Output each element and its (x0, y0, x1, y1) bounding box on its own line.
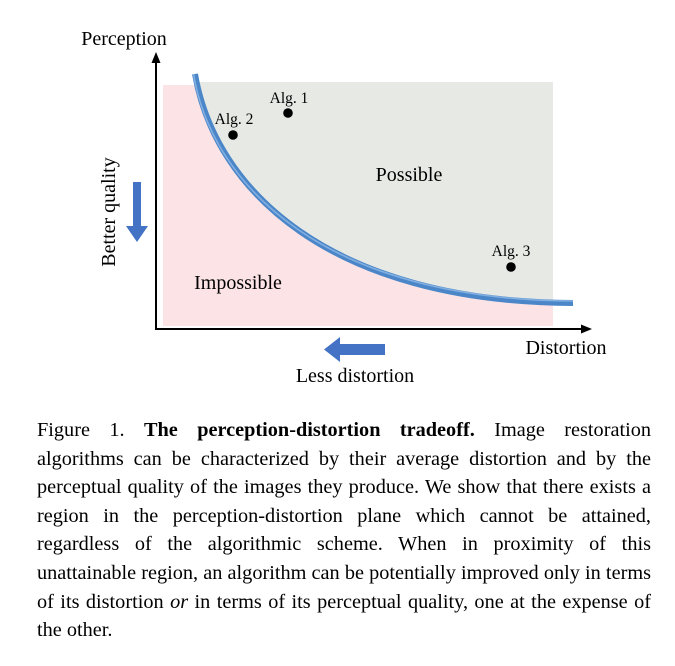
alg-3-label: Alg. 3 (492, 243, 531, 260)
alg-2-label: Alg. 2 (215, 111, 254, 128)
caption-figure-number: Figure 1. (37, 419, 125, 441)
less-distortion-arrow-icon (324, 337, 385, 362)
caption-body-part1: Image restoration algorithms can be char… (37, 419, 651, 613)
better-quality-label: Better quality (98, 157, 120, 266)
alg-1-point (283, 108, 293, 118)
x-axis-label: Distortion (525, 337, 606, 359)
caption-title: The perception-distortion tradeoff. (143, 419, 475, 441)
y-axis-arrowhead (151, 52, 161, 63)
alg-1-label: Alg. 1 (270, 90, 309, 107)
alg-2-point (228, 130, 238, 140)
y-axis-label: Perception (81, 28, 167, 50)
possible-region (195, 82, 553, 303)
figure-caption: Figure 1. The perception-distortion trad… (37, 416, 651, 645)
x-axis-arrowhead (581, 324, 592, 334)
possible-region-label: Possible (376, 164, 443, 186)
less-distortion-label: Less distortion (296, 365, 414, 387)
better-quality-arrow-icon (126, 182, 148, 242)
caption-body-part2: in terms of its perceptual quality, one … (37, 590, 651, 642)
impossible-region-label: Impossible (194, 272, 282, 294)
perception-distortion-figure: Perception Distortion Better quality Les… (81, 28, 606, 387)
tradeoff-curve-highlight (192, 73, 574, 302)
alg-3-point (506, 262, 516, 272)
caption-emphasis: or (170, 590, 189, 613)
